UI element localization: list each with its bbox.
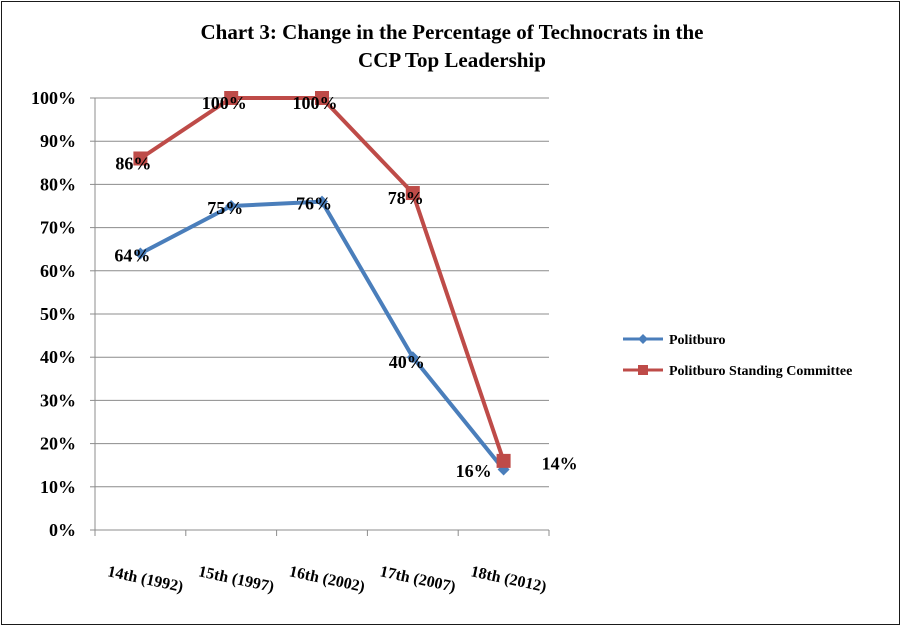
data-point-diamond (225, 200, 238, 212)
data-label: 75% (207, 198, 243, 218)
legend-label: Politburo (669, 333, 726, 348)
y-tick-label: 80% (40, 174, 76, 194)
data-labels: 64% 75% 76% 40% 14% 86% 100% 100% 78% 16% (114, 93, 577, 481)
x-category-label: 18th (2012) (469, 563, 548, 596)
data-point-square (224, 91, 239, 105)
data-label: 100% (202, 93, 247, 113)
y-tick-label: 30% (40, 390, 76, 410)
y-tick-label: 0% (49, 520, 76, 540)
data-label: 64% (114, 246, 150, 266)
data-point-diamond (134, 247, 147, 260)
data-label: 40% (389, 352, 425, 372)
data-point-square (133, 151, 148, 166)
data-point-diamond (316, 195, 328, 208)
data-label: 76% (296, 194, 332, 214)
x-category-label: 14th (1992) (106, 563, 185, 596)
data-point-square (315, 91, 329, 105)
legend: Politburo Politburo Standing Committee (623, 333, 852, 379)
x-category-label: 17th (2007) (378, 563, 457, 596)
series-layer (133, 91, 511, 476)
data-point-square (496, 453, 511, 468)
y-tick-label: 100% (31, 88, 76, 108)
legend-marker-diamond (638, 334, 648, 344)
y-tick-label: 20% (40, 434, 76, 454)
y-tick-label: 40% (40, 347, 76, 367)
axes: 0% 10% 20% 30% 40% 50% 60% 70% 80% 90% 100% 14th (1… (31, 88, 550, 596)
y-tick-label: 70% (40, 218, 76, 238)
y-tick-label: 60% (40, 261, 76, 281)
series-line-0 (139, 199, 506, 471)
data-point-square (405, 186, 420, 201)
x-category-label: 16th (2002) (288, 563, 367, 596)
legend-marker-square (638, 365, 648, 375)
data-label: 100% (293, 93, 338, 113)
data-point-diamond (406, 351, 419, 364)
y-tick-label: 10% (40, 477, 76, 497)
legend-label: Politburo Standing Committee (669, 364, 852, 379)
y-tick-label: 90% (40, 131, 76, 151)
series-line-1 (139, 96, 506, 462)
data-label: 16% (456, 461, 492, 481)
chart-title-line-2: CCP Top Leadership (358, 48, 546, 72)
data-label: 86% (115, 153, 151, 173)
data-label: 14% (542, 454, 578, 474)
gridlines (95, 97, 549, 488)
chart-title-line-1: Chart 3: Change in the Percentage of Tec… (201, 20, 704, 44)
data-label: 78% (388, 188, 424, 208)
y-tick-label: 50% (40, 304, 76, 324)
x-category-label: 15th (1997) (197, 563, 276, 596)
